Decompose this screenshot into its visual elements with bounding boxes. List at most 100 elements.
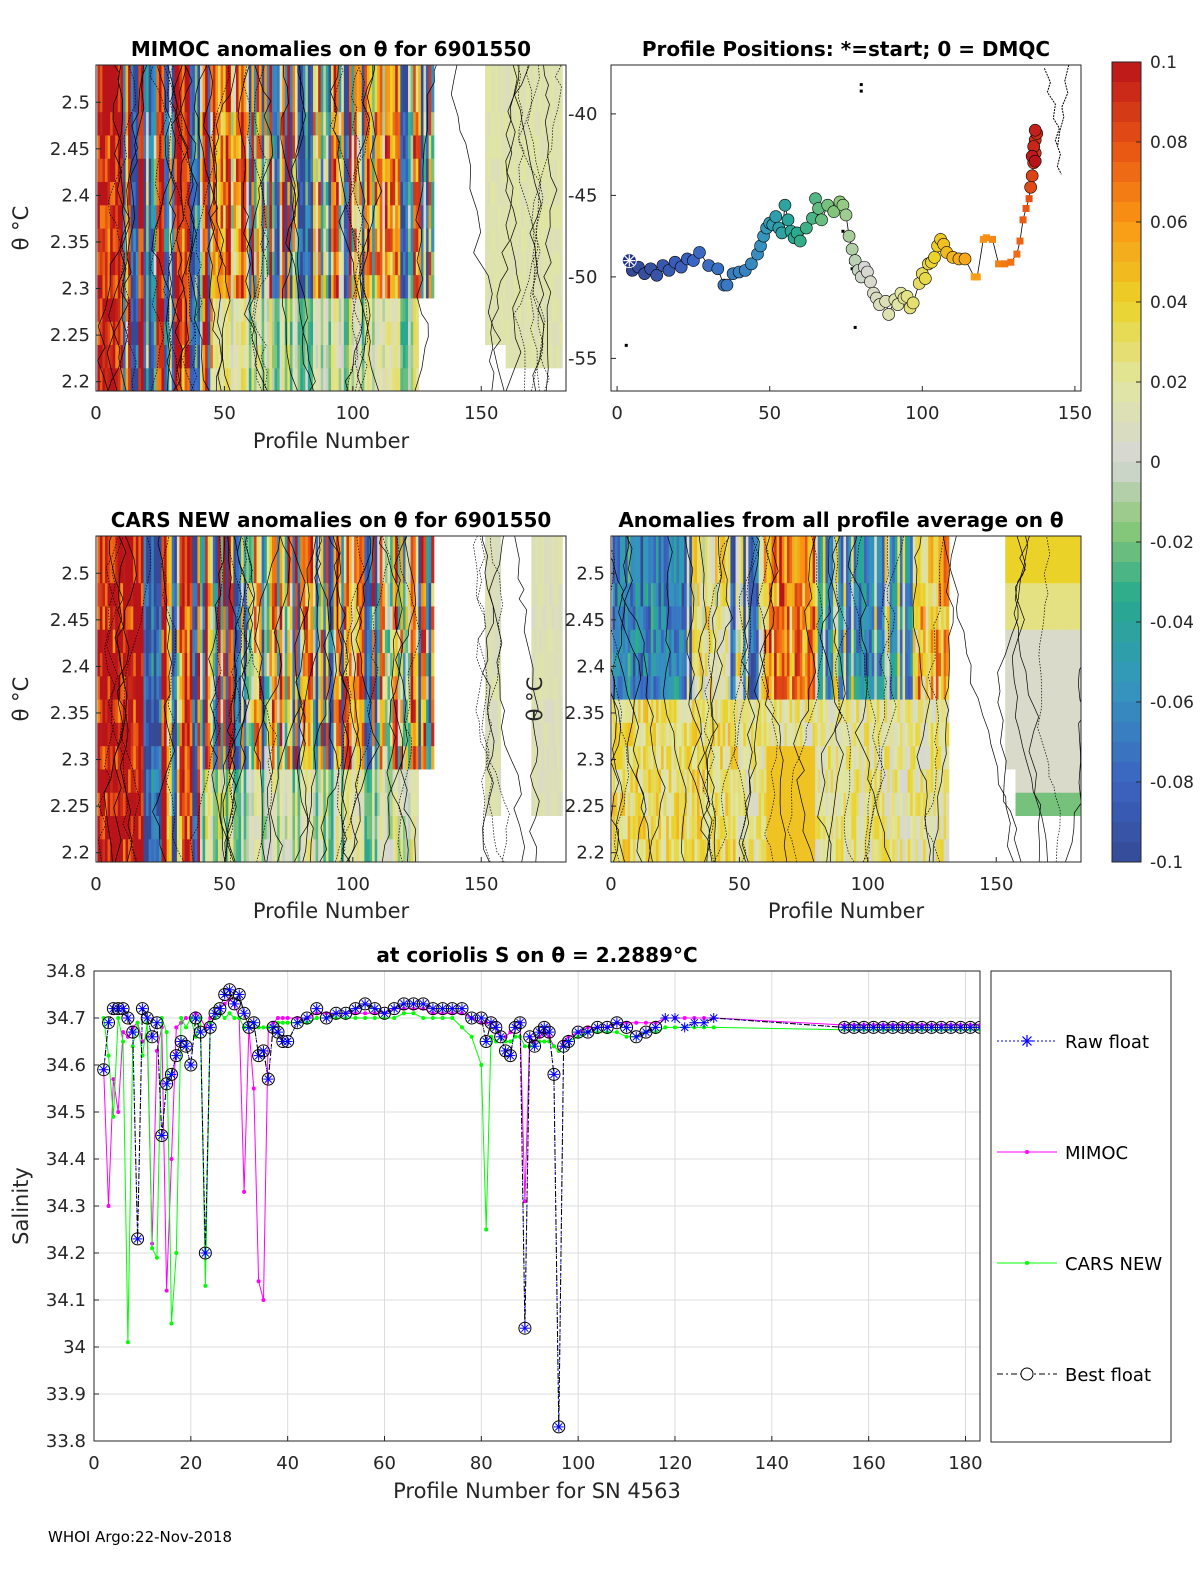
heatmap-cell [492,251,496,276]
heatmap-cell [110,768,114,793]
heatmap-cell [740,768,744,793]
heatmap-cell [146,297,150,322]
heatmap-cell [346,367,350,391]
heatmap-cell [614,722,619,747]
heatmap-cell [658,745,662,770]
heatmap-cell [161,344,165,369]
heatmap-cell [217,768,222,793]
heatmap-cell [122,652,127,677]
heatmap-cell [289,768,294,793]
heatmap-cell [166,111,170,136]
heatmap-cell [668,838,672,862]
heatmap-cell [668,722,672,747]
heatmap-cell [128,274,132,299]
heatmap-cell [333,536,337,584]
heatmap-cell [758,675,762,700]
heatmap-cell [284,792,288,817]
y-tick-label: 2.25 [50,325,90,346]
heatmap-cell [271,181,276,206]
contour-line [505,65,522,391]
heatmap-cell [122,204,127,229]
heatmap-cell [297,536,301,584]
heatmap-cell [492,321,496,346]
heatmap-cell [228,321,232,346]
heatmap-cell [336,675,340,700]
heatmap-cell [99,344,104,369]
heatmap-cell [415,228,419,252]
heatmap-cell [302,134,306,159]
heatmap-cell [189,675,193,700]
heatmap-cell [135,722,139,747]
heatmap-cell [364,745,368,770]
heatmap-cell [210,536,214,584]
heatmap-cell [174,675,178,700]
heatmap-cell [292,321,296,346]
heatmap-cell [297,605,301,630]
heatmap-cell [418,582,422,607]
heatmap-cell [158,297,163,322]
heatmap-cell [217,838,222,862]
heatmap-cell [410,134,414,159]
heatmap-cell [104,344,109,369]
heatmap-cell [138,745,142,770]
contour-line [107,65,145,391]
position-marker [1019,216,1027,224]
heatmap-cell [495,536,499,584]
heatmap-cell [271,134,276,159]
heatmap-cell [182,297,186,322]
heatmap-cell [230,251,235,276]
heatmap-cell [413,228,417,252]
heatmap-cell [148,274,152,299]
heatmap-cell [697,652,701,677]
heatmap-cell [546,344,550,369]
heatmap-cell [408,536,412,584]
heatmap-cell [161,251,165,276]
heatmap-cell [197,768,201,793]
heatmap-cell [333,792,337,817]
heatmap-cell [333,652,337,677]
heatmap-cell [666,745,670,770]
heatmap-cell [679,815,683,840]
heatmap-cell [235,251,240,276]
heatmap-cell [541,536,545,584]
heatmap-cell [348,745,353,770]
heatmap-cell [202,536,206,584]
heatmap-cell [217,111,222,136]
heatmap-cell [269,344,273,369]
heatmap-cell [485,297,489,322]
heatmap-cell [205,65,209,113]
heatmap-cell [135,228,139,252]
heatmap-cell [761,838,765,862]
heatmap-cell [205,745,209,770]
heatmap-cell [99,582,104,607]
heatmap-cell [302,815,306,840]
heatmap-cell [549,344,553,369]
heatmap-cell [679,722,683,747]
heatmap-cell [274,321,278,346]
heatmap-cell [648,652,652,677]
heatmap-cell [176,274,181,299]
heatmap-cell [192,792,196,817]
heatmap-cell [295,605,299,630]
heatmap-cell [325,582,330,607]
heatmap-cell [415,838,419,862]
heatmap-cell [230,792,235,817]
contour-line [339,536,392,862]
island-mark [859,89,863,93]
heatmap-cell [274,838,278,862]
heatmap-cell [413,134,417,159]
heatmap-cell [397,204,401,229]
heatmap-cell [279,582,283,607]
heatmap-cell [390,134,394,159]
heatmap-cell [679,768,683,793]
heatmap-cell [356,274,360,299]
heatmap-cell [140,111,145,136]
heatmap-cell [295,297,299,322]
heatmap-cell [228,745,232,770]
heatmap-cell [426,629,430,654]
heatmap-cell [408,745,412,770]
heatmap-cell [310,228,314,252]
heatmap-cell [694,699,698,723]
heatmap-cell [546,792,550,817]
heatmap-cell [418,204,422,229]
